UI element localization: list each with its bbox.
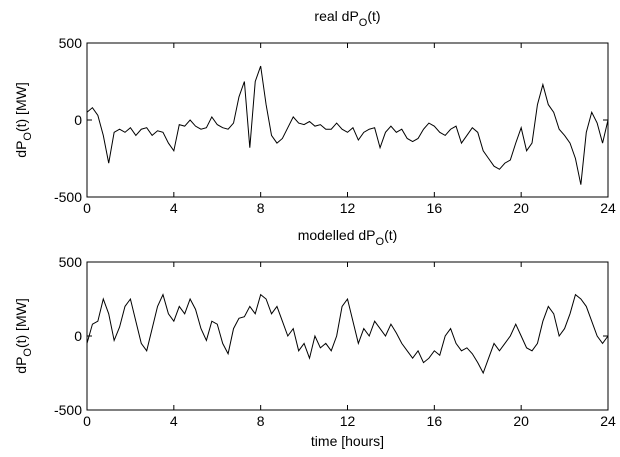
y-axis-label-sub: O bbox=[22, 132, 34, 141]
y-tick-label: 500 bbox=[59, 35, 83, 51]
plot-frame bbox=[86, 261, 609, 411]
chart-title-main: real dP bbox=[314, 8, 358, 24]
y-axis-label-sub: O bbox=[22, 348, 34, 357]
chart-title-main: modelled dP bbox=[298, 227, 376, 243]
data-line bbox=[86, 293, 609, 375]
x-tick-label: 4 bbox=[170, 413, 178, 429]
chart-title: modelled dPO(t) bbox=[298, 227, 398, 248]
x-tick-label: 0 bbox=[83, 200, 91, 216]
y-axis-label-main: dP bbox=[13, 357, 29, 374]
x-tick-label: 16 bbox=[427, 200, 443, 216]
x-tick-label: 8 bbox=[257, 200, 265, 216]
data-line bbox=[86, 65, 609, 185]
y-axis-label-tail: (t) [MW] bbox=[13, 298, 29, 348]
chart-title-sub: O bbox=[359, 17, 368, 29]
x-tick-label: 24 bbox=[600, 200, 616, 216]
chart-title-sub: O bbox=[376, 236, 385, 248]
x-tick-label: 4 bbox=[170, 200, 178, 216]
y-tick-label: 500 bbox=[59, 254, 83, 270]
y-axis-label: dPO(t) [MW] bbox=[13, 298, 34, 373]
chart-title-tail: (t) bbox=[384, 227, 397, 243]
x-tick-label: 12 bbox=[340, 413, 356, 429]
x-tick-label: 24 bbox=[600, 413, 616, 429]
x-axis-label: time [hours] bbox=[311, 433, 384, 449]
y-axis-label-main: dP bbox=[13, 141, 29, 158]
x-tick-label: 8 bbox=[257, 413, 265, 429]
x-tick-label: 16 bbox=[427, 413, 443, 429]
y-tick-label: -500 bbox=[54, 189, 82, 205]
y-tick-label: 0 bbox=[74, 328, 82, 344]
y-axis-label: dPO(t) [MW] bbox=[13, 82, 34, 157]
chart-title: real dPO(t) bbox=[314, 8, 380, 29]
y-tick-label: 0 bbox=[74, 112, 82, 128]
x-tick-label: 12 bbox=[340, 200, 356, 216]
x-tick-label: 20 bbox=[513, 200, 529, 216]
chart-title-tail: (t) bbox=[367, 8, 380, 24]
y-tick-label: -500 bbox=[54, 402, 82, 418]
plot-frame bbox=[86, 42, 609, 198]
x-tick-label: 20 bbox=[513, 413, 529, 429]
x-tick-label: 0 bbox=[83, 413, 91, 429]
y-axis-label-tail: (t) [MW] bbox=[13, 82, 29, 132]
